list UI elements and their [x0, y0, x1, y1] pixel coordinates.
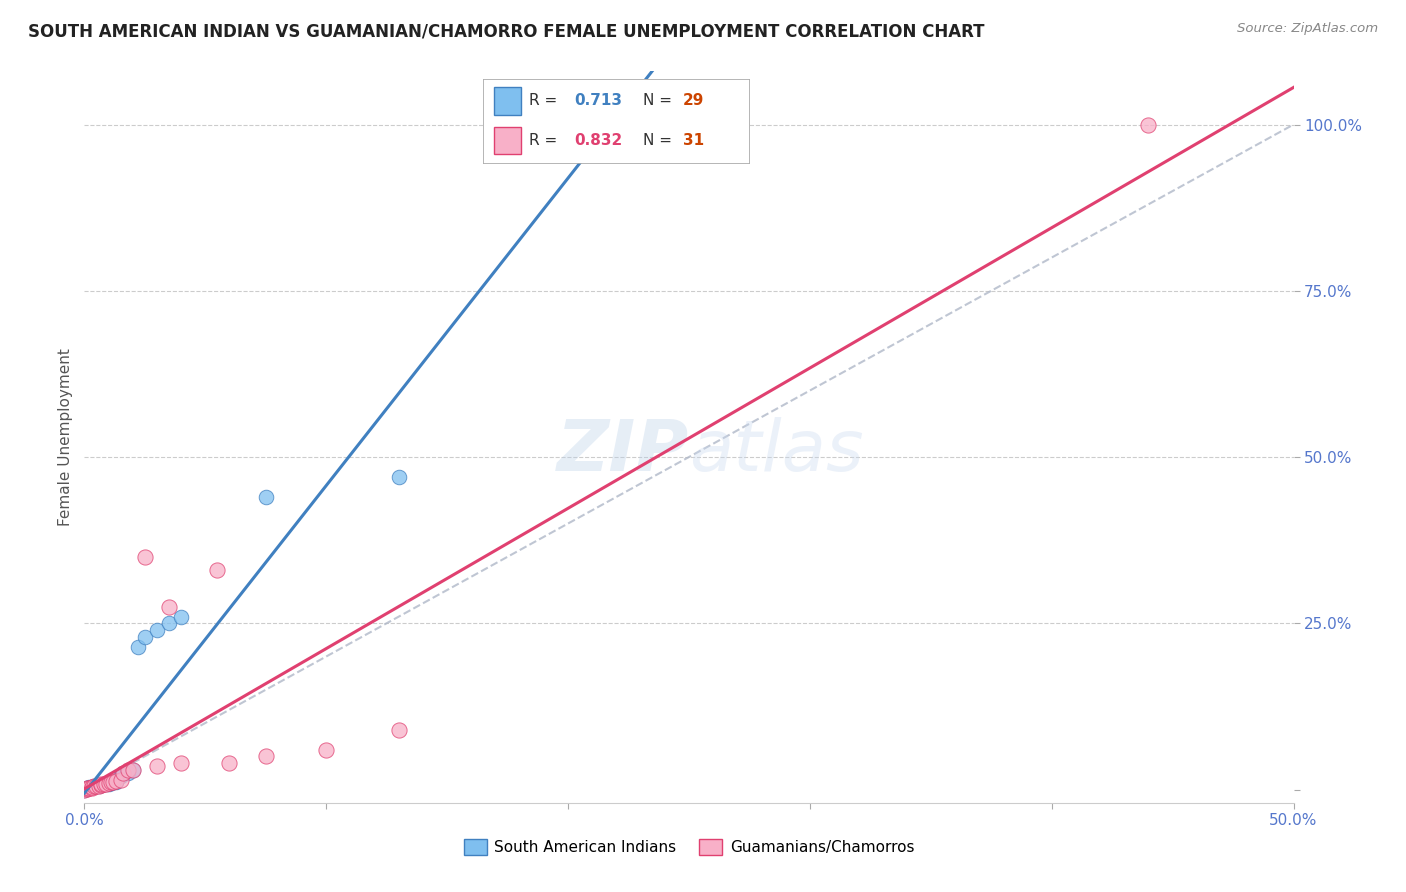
Point: [100, 775, 122, 789]
Legend: South American Indians, Guamanians/Chamorros: South American Indians, Guamanians/Chamo…: [457, 833, 921, 861]
Point: [110, 769, 132, 783]
Point: [218, 756, 240, 770]
Text: Source: ZipAtlas.com: Source: ZipAtlas.com: [1237, 22, 1378, 36]
Point: [127, 640, 149, 654]
Point: [93, 777, 115, 791]
Point: [1137, 118, 1160, 132]
Point: [104, 774, 127, 789]
Point: [76, 781, 98, 796]
Point: [146, 623, 169, 637]
Point: [77, 780, 100, 794]
Point: [117, 765, 139, 780]
Point: [93, 777, 115, 791]
Point: [134, 549, 156, 564]
Point: [170, 609, 193, 624]
Point: [121, 763, 143, 777]
Point: [100, 776, 122, 790]
Point: [83, 779, 105, 793]
Point: [90, 778, 112, 792]
Point: [73, 782, 96, 797]
Point: [170, 756, 193, 770]
Point: [90, 777, 112, 791]
Point: [94, 776, 117, 790]
Point: [157, 599, 180, 614]
Point: [254, 490, 277, 504]
Point: [157, 616, 180, 631]
Point: [80, 780, 103, 794]
Point: [76, 781, 98, 796]
Point: [76, 781, 98, 796]
Point: [112, 765, 135, 780]
Point: [315, 742, 337, 756]
Point: [87, 779, 110, 793]
Point: [134, 630, 156, 644]
Point: [80, 780, 103, 794]
Point: [110, 772, 132, 787]
Point: [90, 778, 112, 792]
Text: SOUTH AMERICAN INDIAN VS GUAMANIAN/CHAMORRO FEMALE UNEMPLOYMENT CORRELATION CHAR: SOUTH AMERICAN INDIAN VS GUAMANIAN/CHAMO…: [28, 22, 984, 40]
Point: [146, 759, 169, 773]
Point: [103, 775, 125, 789]
Point: [77, 780, 100, 795]
Text: ZIP: ZIP: [557, 417, 689, 486]
Point: [117, 763, 139, 777]
Point: [73, 782, 96, 797]
Point: [80, 780, 103, 795]
Point: [97, 776, 120, 790]
Y-axis label: Female Unemployment: Female Unemployment: [58, 348, 73, 526]
Point: [388, 470, 411, 484]
Point: [97, 776, 120, 790]
Point: [94, 777, 117, 791]
Point: [86, 779, 108, 793]
Point: [87, 779, 110, 793]
Point: [103, 774, 125, 789]
Point: [86, 779, 108, 793]
Point: [112, 765, 135, 780]
Point: [254, 749, 277, 764]
Point: [76, 780, 98, 795]
Point: [388, 723, 411, 737]
Point: [104, 773, 127, 788]
Point: [77, 780, 100, 795]
Point: [97, 776, 120, 790]
Point: [83, 779, 105, 793]
Text: atlas: atlas: [689, 417, 863, 486]
Point: [207, 563, 229, 577]
Point: [86, 779, 108, 793]
Point: [121, 763, 143, 777]
